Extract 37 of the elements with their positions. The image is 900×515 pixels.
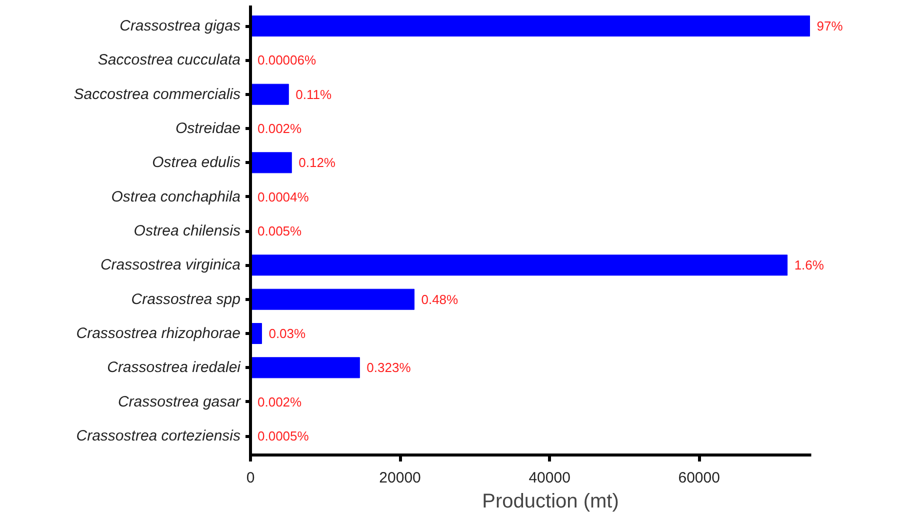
bar — [250, 288, 414, 310]
x-tick-label: 60000 — [678, 470, 720, 486]
y-tick-label: Crassostrea spp — [131, 290, 241, 308]
bar — [250, 254, 788, 276]
y-tick-label: Crassostrea rhizophorae — [76, 325, 241, 342]
y-tick-label: Ostrea chilensis — [134, 222, 241, 240]
annotation: 97% — [816, 18, 844, 34]
x-axis-title: Production (mt) — [482, 490, 619, 512]
annotation: 0.0004% — [258, 189, 310, 204]
y-tick-label: Saccostrea commercialis — [74, 86, 241, 103]
annotation: 0.005% — [258, 224, 302, 238]
y-tick-label: Crassostrea gigas — [120, 18, 241, 34]
annotation: 0.03% — [268, 326, 306, 341]
bar — [250, 152, 292, 174]
bar — [250, 84, 289, 105]
y-tick-label: Ostrea edulis — [152, 154, 241, 172]
y-tick-label: Crassostrea iredalei — [107, 359, 242, 376]
y-tick-label: Crassostrea corteziensis — [76, 428, 241, 444]
y-tick-label: Ostreidae — [175, 120, 241, 137]
annotation: 0.0005% — [258, 428, 310, 444]
annotation: 0.00006% — [258, 52, 316, 68]
annotation: 0.48% — [421, 292, 459, 307]
annotation: 0.12% — [298, 155, 336, 170]
x-tick-label: 20000 — [379, 470, 421, 486]
annotation: 1.6% — [794, 258, 824, 273]
bar — [250, 16, 810, 36]
y-tick-label: Crassostrea gasar — [118, 393, 242, 410]
x-tick-label: 0 — [246, 470, 255, 486]
annotation: 0.002% — [258, 394, 302, 410]
x-tick-label: 40000 — [528, 470, 570, 486]
annotation: 0.002% — [258, 121, 302, 136]
y-tick-label: Saccostrea cucculata — [98, 52, 241, 69]
bar — [250, 357, 360, 378]
y-tick-label: Ostrea conchaphila — [111, 188, 241, 206]
annotation: 0.11% — [296, 86, 332, 102]
y-tick-label: Crassostrea virginica — [100, 256, 240, 274]
annotation: 0.323% — [366, 360, 412, 376]
